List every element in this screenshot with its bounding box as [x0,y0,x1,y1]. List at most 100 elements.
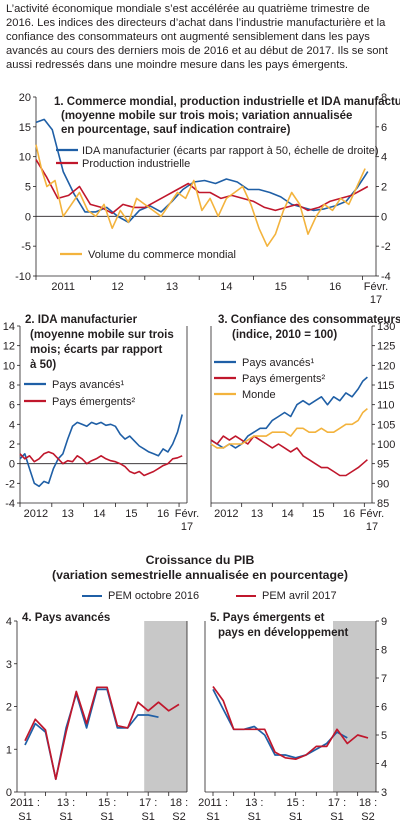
chart2-series-line-2 [19,451,183,477]
chart5-xtick-label: 18 : [359,797,377,809]
chart4-forecast-shade [144,621,187,792]
chart2-ytick-label: -4 [5,498,15,510]
chart3-xtick-label: 16 [343,508,355,520]
chart5-ytick-label: 4 [381,759,387,771]
chart2-title: 2. IDA manufacturier [25,314,138,326]
chart3-ytick-label: 130 [377,321,395,333]
chart3-series-line-3 [210,407,368,449]
chart2-title-line-3: mois; écarts par rapport [30,344,162,356]
chart1-legend-label-2: Production industrielle [82,158,190,170]
chart3-ytick-label: 95 [377,459,389,471]
chart1-xtick-label: 14 [220,281,232,293]
chart5-xtick-label: 15 : [286,797,304,809]
chart1-y2tick-label: 8 [381,92,387,104]
chart4-title: 4. Pays avancés [22,612,110,624]
chart1-xtick-label: 12 [111,281,123,293]
chart2-xtick-label: 2012 [24,508,48,520]
chart3-ytick-label: 100 [377,439,395,451]
chart3-ytick-label: 105 [377,419,395,431]
chart1-legend-label-1: IDA manufacturier (écarts par rapport à … [82,145,379,157]
chart2-ytick-label: 6 [9,400,15,412]
chart3-xtick-label-end-year: 17 [366,521,378,533]
chart1-ytick-label: 15 [19,122,31,134]
chart1-xtick-label: 2011 [51,281,75,293]
chart5-title-line-2: pays en développement [218,627,349,639]
chart4-xtick-sublabel: S1 [141,811,154,823]
chart4-xtick-label: 13 : [57,797,75,809]
chart2-ytick-label: 4 [9,419,15,431]
chart4-ytick-label: 4 [6,616,12,628]
chart2-xtick-label: 16 [157,508,169,520]
chart5-xtick-label: 17 : [328,797,346,809]
chart2-ytick-label: -2 [5,478,15,490]
legend-swatch-blue [82,594,102,598]
chart2-ytick-label: 8 [9,380,15,392]
chart1-ytick-label: -10 [15,271,31,283]
chart5-xtick-label: 2011 : [198,797,228,809]
chart2-series-line-1 [19,414,183,488]
chart4-xtick-label: 17 : [139,797,157,809]
chart1-ytick-label: 0 [25,211,31,223]
chart1-xtick-label: 13 [166,281,178,293]
chart4-xtick-sublabel: S1 [59,811,72,823]
legend-label-oct-2016: PEM octobre 2016 [108,590,200,602]
chart3-series-line-1 [210,376,368,449]
chart3-legend-label-3: Monde [242,389,276,401]
chart1-xtick-label-end-year: 17 [370,294,382,306]
chart2-xtick-label-end: Févr. [175,508,199,520]
chart5-ytick-label: 9 [381,616,387,628]
chart1-xtick-label: 16 [329,281,341,293]
legend-item-apr-2017: PEM avril 2017 [236,590,337,602]
chart4-xtick-sublabel: S1 [100,811,113,823]
chart3-series-line-2 [210,435,368,477]
chart4-xtick-sublabel: S1 [18,811,31,823]
chart3-ytick-label: 120 [377,360,395,372]
chart1-xtick-label: 15 [275,281,287,293]
chart2-xtick-label: 13 [62,508,74,520]
chart1-xtick-label-end: Févr. [364,281,388,293]
chart2-legend-label-2: Pays émergents² [52,396,135,408]
chart3-xtick-label: 14 [282,508,294,520]
chart2-ytick-label: 12 [3,341,15,353]
chart4-xtick-label: 2011 : [10,797,40,809]
chart2-title-line-4: à 50) [30,359,56,371]
chart1-title-line-3: en pourcentage, sauf indication contrair… [61,124,291,136]
chart4-xtick-label: 15 : [98,797,116,809]
chart3-xtick-label: 15 [312,508,324,520]
chart1-ytick-label: 10 [19,152,31,164]
chart3-xtick-label: 13 [251,508,263,520]
chart5-series-line-1 [212,689,348,759]
chart5-xtick-label: 13 : [245,797,263,809]
chart1-title-line-2: (moyenne mobile sur trois mois; variatio… [61,110,352,122]
chart1-y2tick-label: 0 [381,211,387,223]
chart4-ytick-label: 3 [6,659,12,671]
chart5-xtick-sublabel: S1 [248,811,261,823]
chart1-y2tick-label: -2 [381,241,391,253]
chart2-ytick-label: 2 [9,439,15,451]
chart5-series-line-2 [212,686,369,761]
chart5-xtick-sublabel: S1 [289,811,302,823]
chart5-xtick-sublabel: S1 [330,811,343,823]
chart1-series-line-3 [35,144,366,247]
chart2-xtick-label-end-year: 17 [181,521,193,533]
chart4-xtick-sublabel: S2 [172,811,185,823]
legend-swatch-red [236,594,256,598]
chart1-ytick-label: -5 [21,241,31,253]
chart4-series-line-2 [24,686,180,781]
intro-text: L’activité économique mondiale s’est acc… [6,3,388,71]
chart1-y2tick-label: 2 [381,182,387,194]
chart1-ytick-label: 5 [25,182,31,194]
chart4-xtick-label: 18 : [170,797,188,809]
chart3-ytick-label: 125 [377,341,395,353]
chart5-ytick-label: 3 [381,787,387,799]
chart4-ytick-label: 1 [6,744,12,756]
chart4-ytick-label: 0 [6,787,12,799]
chart3-legend-label-1: Pays avancés¹ [242,357,314,369]
legend-label-apr-2017: PEM avril 2017 [262,590,337,602]
chart1-y2tick-label: -4 [381,271,391,283]
chart5-ytick-label: 7 [381,673,387,685]
legend-item-oct-2016: PEM octobre 2016 [82,590,199,602]
chart2-ytick-label: 14 [3,321,15,333]
chart1-title: 1. Commerce mondial, production industri… [54,96,400,108]
